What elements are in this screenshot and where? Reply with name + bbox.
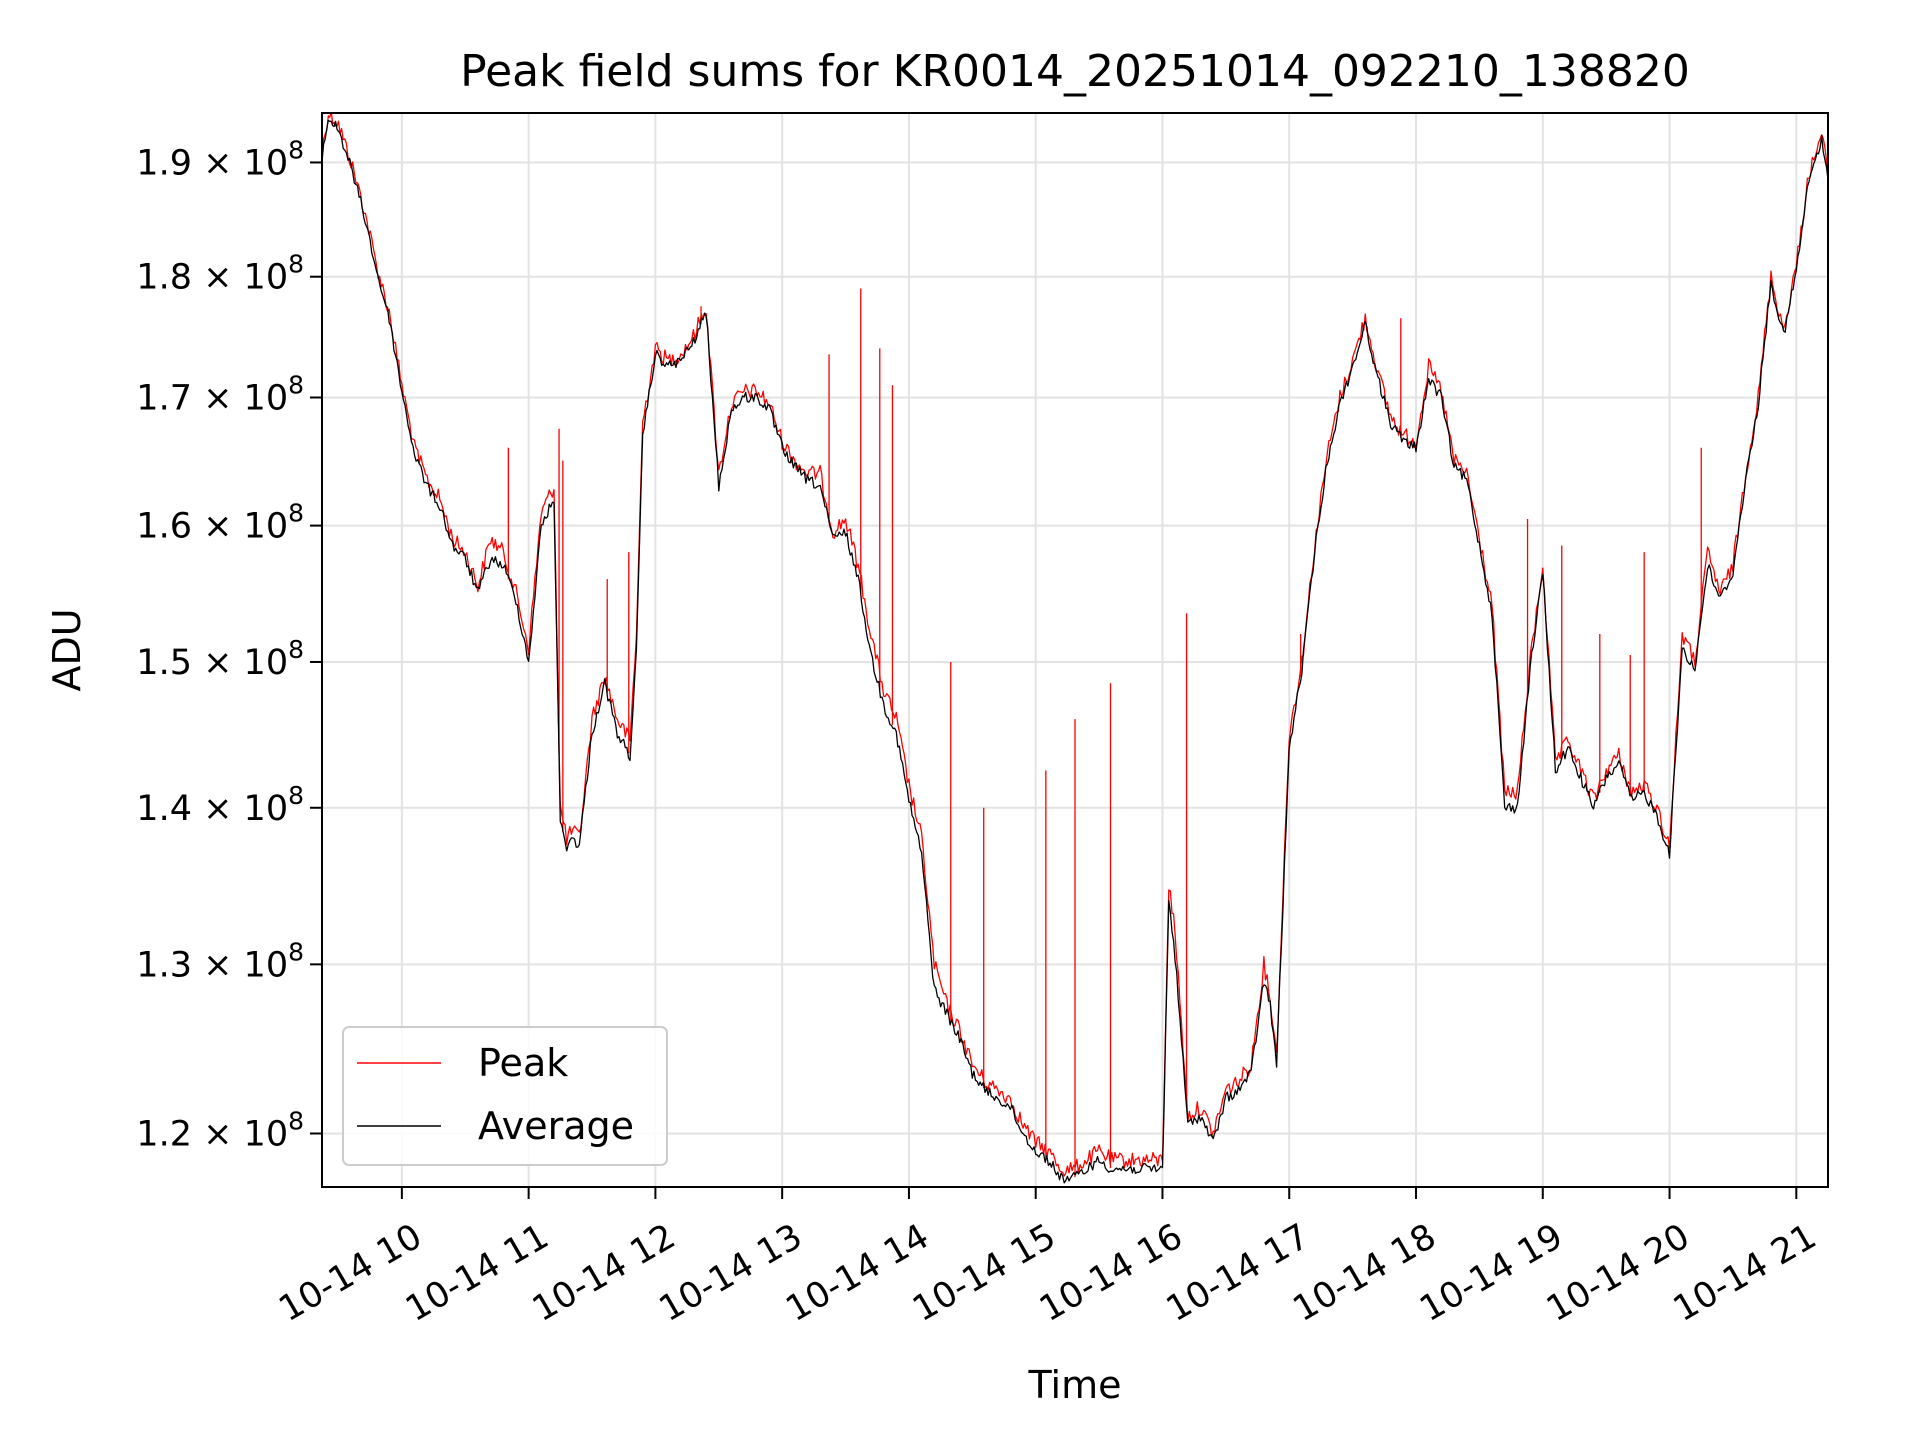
y-tick-label: 1.3 × 108 — [136, 937, 304, 985]
y-tick-label: 1.9 × 108 — [136, 135, 304, 183]
y-axis-label: ADU — [45, 608, 89, 691]
series-layer — [322, 113, 1828, 1184]
y-axis-ticks: 1.2 × 108 1.3 × 108 1.4 × 108 1.5 × 108 1.6 … — [136, 135, 322, 1155]
y-tick-label: 1.8 × 108 — [136, 250, 304, 298]
y-tick-label: 1.5 × 108 — [136, 635, 304, 683]
y-tick-label: 1.7 × 108 — [136, 370, 304, 418]
x-axis-label: Time — [1028, 1363, 1122, 1407]
legend-peak-label: Peak — [478, 1041, 568, 1085]
legend-box — [342, 1026, 668, 1166]
y-tick-label: 1.4 × 108 — [136, 781, 304, 829]
plot-frame — [321, 112, 1829, 1188]
chart-title: Peak field sums for KR0014_20251014_0922… — [460, 46, 1690, 97]
y-tick-label: 1.2 × 108 — [136, 1107, 304, 1155]
y-tick-label: 1.6 × 108 — [136, 499, 304, 547]
legend-average-label: Average — [478, 1104, 634, 1148]
series-average-line — [322, 119, 1828, 1184]
legend: Peak Average — [342, 1026, 668, 1166]
